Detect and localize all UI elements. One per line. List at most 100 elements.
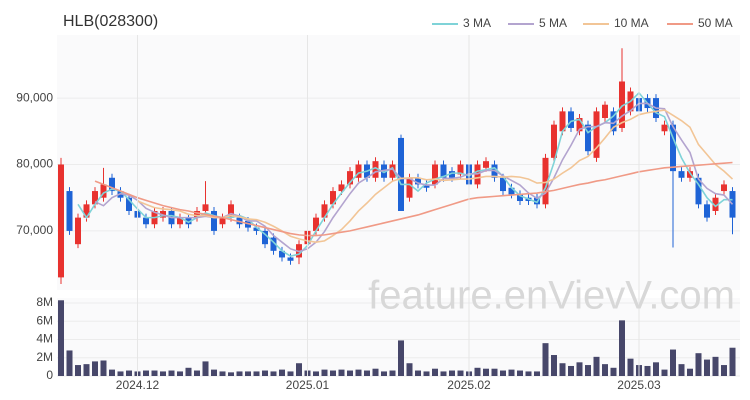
legend-label: 5 MA [539,16,567,30]
volume-bar [440,371,447,376]
volume-bar [415,370,421,376]
candle-body [619,81,625,128]
ma-line [77,91,733,257]
volume-bar [508,369,515,376]
x-tick-label: 2024.12 [116,378,160,392]
volume-bar [534,371,540,376]
volume-bar [151,370,158,376]
ma-line [94,161,733,237]
candle-body [704,204,710,218]
volume-bar [100,360,107,376]
y-tick-label: 90,000 [16,90,53,104]
ma-line [137,109,734,243]
volume-bar [568,365,574,376]
volume-bar [211,369,217,376]
volume-bar [330,370,336,376]
volume-bar [670,349,676,376]
candle-body [500,177,506,192]
watermark: feature.enVievV.com [368,274,735,318]
volume-bar [423,371,430,376]
volume-bar [661,369,668,376]
candle-body [92,191,98,205]
volume-bar [194,370,200,376]
candle-body [109,177,115,192]
volume-bar [389,370,396,376]
volume-bar [177,371,183,376]
volume-bar [406,363,413,376]
candle-body [287,257,294,261]
candle-body [517,194,523,202]
volume-bar [653,362,659,376]
y-tick-label: 80,000 [16,157,53,171]
candle-body [338,184,345,192]
candle-body [432,164,438,185]
candle-body [262,230,268,245]
volume-bar [117,371,124,376]
volume-bar [270,371,277,376]
candle-body [211,210,217,231]
volume-bar [576,362,583,376]
volume-bar [644,365,651,376]
volume-bar [449,370,455,376]
volume-bar [525,371,532,376]
x-tick-label: 2025.01 [286,378,330,392]
candle-body [58,164,64,278]
volume-bar [491,368,498,376]
volume-bar [219,371,226,376]
candle-body [270,237,277,251]
volume-bar [143,370,149,376]
y-tick-label: 6M [36,313,53,327]
candle-body [143,217,149,225]
candle-body [423,184,430,188]
candle-body [695,177,702,205]
legend-label: 10 MA [614,16,649,30]
candle-body [457,164,464,175]
candle-body [585,124,591,152]
volume-bar [202,361,209,376]
y-tick-label: 2M [36,350,53,364]
candle-body [721,184,727,192]
volume-bar [338,369,345,376]
volume-bar [236,371,243,376]
volume-bar [610,367,617,376]
volume-bar [168,370,175,376]
volume-bar [602,364,608,376]
candle-body [100,184,107,198]
volume-bar [355,369,362,376]
volume-bar [500,370,506,376]
volume-bar [321,369,328,376]
legend-label: 50 MA [698,16,733,30]
volume-bar [398,340,404,376]
volume-bar [551,355,557,376]
candle-body [542,157,549,205]
volume-bar [585,365,591,376]
candle-body [313,217,319,231]
volume-bar [253,371,260,376]
candle-body [228,204,234,218]
y-tick-label: 0 [46,368,53,382]
candle-body [576,118,583,132]
candle-body [449,171,455,178]
volume-bar [704,359,710,376]
volume-bar [559,363,566,376]
candle-body [568,111,574,128]
volume-bar [109,369,115,376]
candle-body [610,111,617,132]
volume-bar [627,358,634,376]
candle-body [712,197,719,211]
volume-bar [160,371,166,376]
candle-body [219,217,226,225]
legend-label: 3 MA [463,16,491,30]
candle-body [75,217,81,245]
candle-body [483,161,489,168]
candle-body [559,111,566,132]
candle-body [177,217,183,225]
candle-body [389,164,396,178]
volume-bar [58,300,64,376]
volume-bar [687,368,693,376]
candle-body [508,187,515,195]
y-tick-label: 4M [36,332,53,346]
volume-bar [92,361,98,376]
volume-bar [517,370,523,376]
